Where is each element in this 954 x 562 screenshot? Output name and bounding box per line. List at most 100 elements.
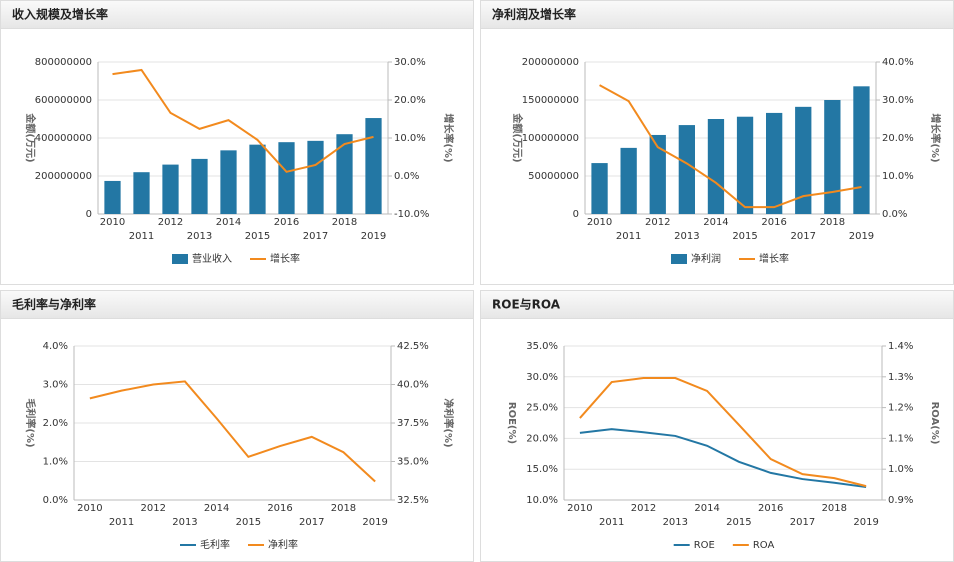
bar bbox=[220, 150, 237, 214]
panel-title: 毛利率与净利率 bbox=[12, 297, 96, 312]
y2-tick-label: 30.0% bbox=[394, 57, 426, 68]
y2-tick-label: 37.5% bbox=[397, 418, 429, 429]
y2-axis-title: ROA(%) bbox=[929, 402, 940, 445]
x-tick-label: 2015 bbox=[726, 517, 751, 528]
line bbox=[579, 428, 867, 489]
y2-tick-label: 10.0% bbox=[394, 133, 426, 144]
y2-tick-label: -10.0% bbox=[394, 209, 429, 220]
x-tick-label: 2013 bbox=[674, 231, 699, 242]
x-tick-label: 2018 bbox=[820, 217, 845, 228]
bar bbox=[104, 180, 121, 214]
y2-tick-label: 35.0% bbox=[397, 457, 429, 468]
legend-label: 营业收入 bbox=[192, 252, 232, 265]
x-tick-label: 2015 bbox=[236, 517, 261, 528]
panel-header bbox=[480, 290, 954, 319]
line bbox=[579, 377, 867, 488]
y2-tick-label: 40.0% bbox=[397, 380, 429, 391]
y-tick-label: 4.0% bbox=[43, 341, 68, 352]
y-tick-label: 800000000 bbox=[35, 57, 92, 68]
y-tick-label: 30.0% bbox=[526, 372, 558, 383]
x-tick-label: 2013 bbox=[172, 517, 197, 528]
y-tick-label: 25.0% bbox=[526, 403, 558, 414]
y-tick-label: 0 bbox=[573, 209, 579, 220]
y-tick-label: 15.0% bbox=[526, 464, 558, 475]
y-tick-label: 2.0% bbox=[43, 418, 68, 429]
legend-label: 增长率 bbox=[270, 252, 300, 265]
line bbox=[599, 84, 862, 209]
y2-tick-label: 30.0% bbox=[882, 95, 914, 106]
x-tick-label: 2017 bbox=[791, 231, 816, 242]
x-tick-label: 2019 bbox=[853, 517, 878, 528]
bar bbox=[853, 86, 870, 214]
bar bbox=[249, 144, 266, 214]
y-tick-label: 400000000 bbox=[35, 133, 92, 144]
y-tick-label: 0.0% bbox=[43, 495, 68, 506]
x-tick-label: 2015 bbox=[245, 231, 270, 242]
bar bbox=[649, 134, 666, 214]
x-tick-label: 2018 bbox=[822, 503, 847, 514]
x-tick-label: 2019 bbox=[362, 517, 387, 528]
legend-label: 净利润 bbox=[691, 252, 721, 265]
x-tick-label: 2015 bbox=[732, 231, 757, 242]
x-tick-label: 2019 bbox=[361, 231, 386, 242]
bar bbox=[162, 164, 179, 214]
y2-axis-title: 净利率(%) bbox=[442, 398, 455, 447]
x-tick-label: 2012 bbox=[631, 503, 656, 514]
x-tick-label: 2010 bbox=[77, 503, 102, 514]
panel-title: ROE与ROA bbox=[492, 298, 561, 312]
line bbox=[89, 380, 376, 483]
y2-tick-label: 1.1% bbox=[888, 433, 913, 444]
bar bbox=[336, 134, 353, 214]
panel-title: 净利润及增长率 bbox=[492, 7, 576, 22]
y-tick-label: 200000000 bbox=[35, 171, 92, 182]
y-tick-label: 35.0% bbox=[526, 341, 558, 352]
y2-tick-label: 1.3% bbox=[888, 372, 913, 383]
y-tick-label: 10.0% bbox=[526, 495, 558, 506]
x-tick-label: 2018 bbox=[332, 217, 357, 228]
x-tick-label: 2017 bbox=[790, 517, 815, 528]
legend-label: ROE bbox=[694, 540, 715, 551]
x-tick-label: 2010 bbox=[100, 217, 125, 228]
panel-header bbox=[480, 0, 954, 29]
legend-swatch bbox=[172, 254, 188, 264]
y2-tick-label: 0.9% bbox=[888, 495, 913, 506]
legend-label: 净利率 bbox=[268, 538, 298, 551]
y2-tick-label: 20.0% bbox=[394, 95, 426, 106]
bar bbox=[133, 172, 150, 214]
y-axis-title: 金额(万元) bbox=[511, 112, 524, 162]
x-tick-label: 2014 bbox=[204, 503, 229, 514]
y-axis-title: ROE(%) bbox=[506, 402, 517, 444]
x-tick-label: 2018 bbox=[331, 503, 356, 514]
y2-tick-label: 0.0% bbox=[882, 209, 907, 220]
bar bbox=[795, 106, 812, 214]
x-tick-label: 2014 bbox=[216, 217, 241, 228]
panel bbox=[0, 290, 474, 562]
y2-tick-label: 32.5% bbox=[397, 495, 429, 506]
x-tick-label: 2019 bbox=[849, 231, 874, 242]
x-tick-label: 2010 bbox=[587, 217, 612, 228]
panel-header bbox=[0, 290, 474, 319]
panel bbox=[0, 0, 474, 285]
x-tick-label: 2013 bbox=[663, 517, 688, 528]
x-tick-label: 2016 bbox=[758, 503, 783, 514]
y2-tick-label: 1.0% bbox=[888, 464, 913, 475]
y2-tick-label: 10.0% bbox=[882, 171, 914, 182]
y-tick-label: 3.0% bbox=[43, 380, 68, 391]
y-tick-label: 200000000 bbox=[522, 57, 579, 68]
panel bbox=[480, 290, 954, 562]
x-tick-label: 2011 bbox=[616, 231, 641, 242]
bar bbox=[191, 158, 208, 214]
bar bbox=[766, 112, 783, 214]
bar bbox=[707, 119, 725, 214]
y2-tick-label: 0.0% bbox=[394, 171, 419, 182]
bar bbox=[620, 147, 637, 214]
x-tick-label: 2014 bbox=[694, 503, 719, 514]
x-tick-label: 2016 bbox=[761, 217, 786, 228]
legend-swatch bbox=[671, 254, 687, 264]
y-tick-label: 1.0% bbox=[43, 457, 68, 468]
x-tick-label: 2017 bbox=[303, 231, 328, 242]
x-tick-label: 2016 bbox=[267, 503, 292, 514]
x-tick-label: 2012 bbox=[645, 217, 670, 228]
bar bbox=[824, 100, 841, 214]
